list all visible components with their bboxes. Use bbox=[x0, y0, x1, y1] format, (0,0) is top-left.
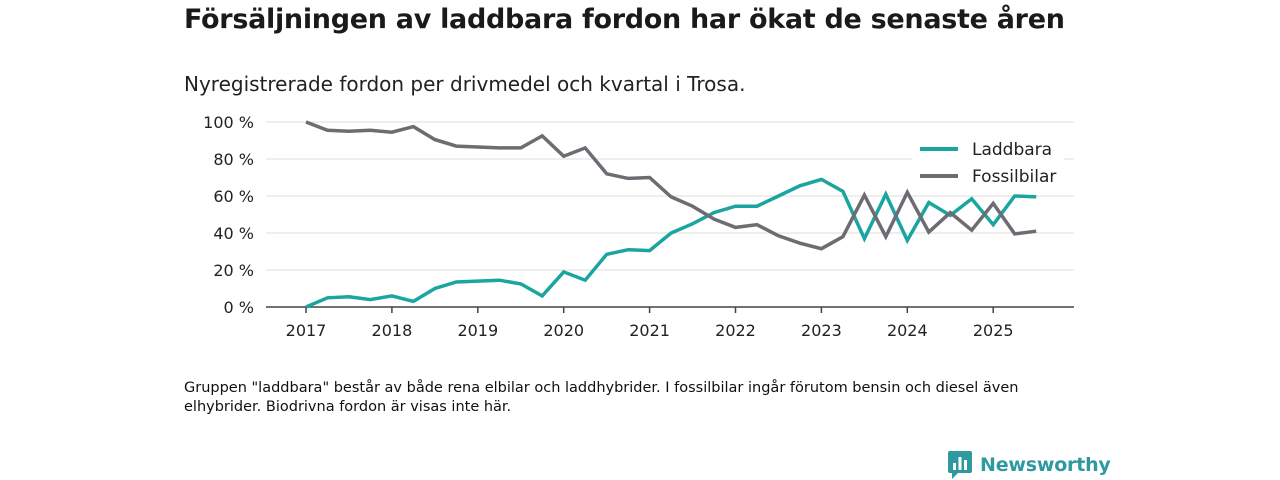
chart-subtitle: Nyregistrerade fordon per drivmedel och … bbox=[184, 72, 746, 96]
footnote: Gruppen "laddbara" består av både rena e… bbox=[184, 380, 1019, 415]
y-tick-label: 80 % bbox=[213, 150, 254, 169]
series-line-laddbara bbox=[305, 177, 1037, 309]
x-tick-label: 2019 bbox=[457, 321, 498, 340]
x-tick-label: 2018 bbox=[372, 321, 413, 340]
legend-background bbox=[912, 133, 1064, 191]
y-tick-label: 20 % bbox=[213, 261, 254, 280]
x-tick-label: 2022 bbox=[715, 321, 756, 340]
y-tick-label: 100 % bbox=[203, 113, 254, 132]
y-tick-label: 0 % bbox=[224, 298, 254, 317]
x-tick-label: 2023 bbox=[801, 321, 842, 340]
newsworthy-logo-text: Newsworthy bbox=[980, 454, 1111, 476]
newsworthy-logo: Newsworthy bbox=[948, 450, 1111, 480]
newsworthy-logo-icon bbox=[948, 451, 972, 479]
x-tick-label: 2021 bbox=[629, 321, 670, 340]
x-tick-label: 2025 bbox=[973, 321, 1014, 340]
chart-title: Försäljningen av laddbara fordon har öka… bbox=[184, 4, 1065, 35]
x-tick-label: 2024 bbox=[887, 321, 928, 340]
legend-label: Laddbara bbox=[972, 140, 1052, 160]
y-tick-label: 60 % bbox=[213, 187, 254, 206]
legend-label: Fossilbilar bbox=[972, 167, 1056, 187]
series-line-fossilbilar bbox=[305, 120, 1037, 251]
y-tick-label: 40 % bbox=[213, 224, 254, 243]
x-tick-label: 2020 bbox=[543, 321, 584, 340]
x-tick-label: 2017 bbox=[286, 321, 327, 340]
